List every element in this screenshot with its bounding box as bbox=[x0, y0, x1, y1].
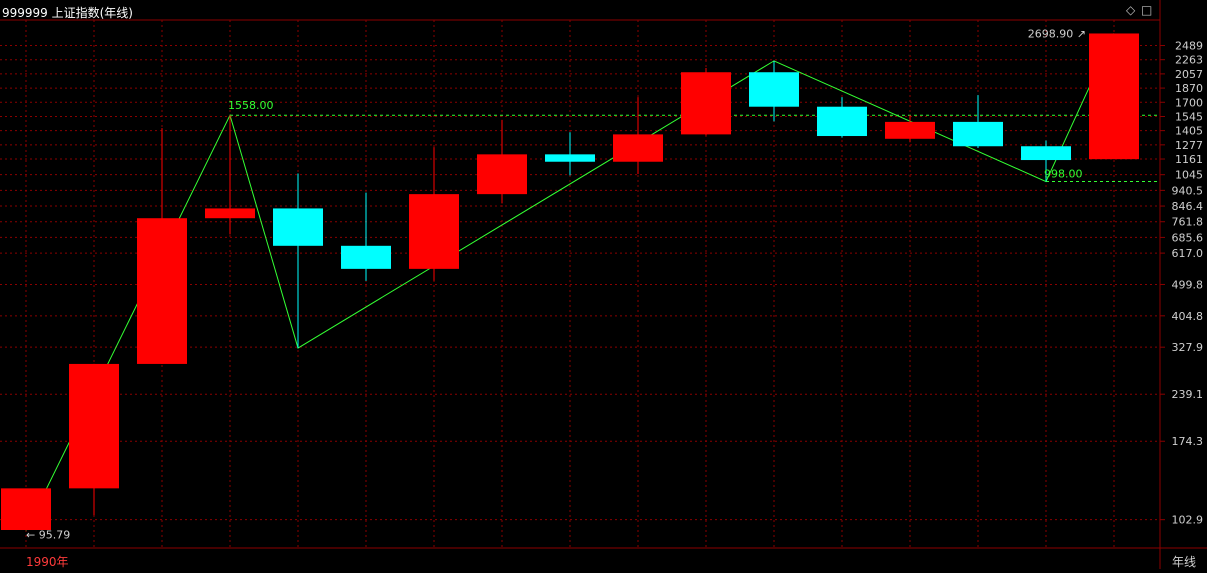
candle[interactable] bbox=[749, 60, 799, 122]
candle[interactable] bbox=[1, 488, 51, 530]
candle[interactable] bbox=[1089, 33, 1139, 160]
y-tick-label: 940.5 bbox=[1172, 184, 1204, 197]
candle-body bbox=[409, 194, 459, 269]
candle[interactable] bbox=[885, 115, 935, 143]
candle-body bbox=[1021, 146, 1071, 161]
candle-body bbox=[953, 121, 1003, 147]
candle[interactable] bbox=[817, 97, 867, 138]
y-tick-label: 102.9 bbox=[1172, 514, 1204, 527]
candle-body bbox=[477, 154, 527, 195]
candle-body bbox=[273, 208, 323, 246]
chart-title: 999999 上证指数(年线) bbox=[2, 6, 133, 20]
y-tick-label: 1277 bbox=[1175, 139, 1203, 152]
y-tick-label: 1045 bbox=[1175, 169, 1203, 182]
candle[interactable] bbox=[545, 132, 595, 176]
candle-body bbox=[817, 106, 867, 137]
candle-body bbox=[69, 363, 119, 489]
candle-body bbox=[137, 218, 187, 364]
y-tick-label: 499.8 bbox=[1172, 278, 1204, 291]
candle[interactable] bbox=[477, 119, 527, 204]
diamond-icon[interactable]: ◇ bbox=[1126, 3, 1136, 17]
candle-body bbox=[205, 208, 255, 219]
annotations: 2698.90 ↗ ← 95.79 1558.00 998.00 bbox=[26, 27, 1086, 541]
candle-body bbox=[749, 72, 799, 107]
y-tick-label: 1161 bbox=[1175, 153, 1203, 166]
candle-body bbox=[1, 488, 51, 530]
candle-body bbox=[613, 134, 663, 162]
y-tick-label: 327.9 bbox=[1172, 341, 1204, 354]
candle[interactable] bbox=[341, 192, 391, 281]
candle[interactable] bbox=[273, 173, 323, 349]
low-label: ← 95.79 bbox=[26, 528, 70, 541]
candle[interactable] bbox=[681, 68, 731, 136]
y-tick-label: 239.1 bbox=[1172, 388, 1204, 401]
y-tick-label: 1545 bbox=[1175, 110, 1203, 123]
restore-icon[interactable]: □ bbox=[1141, 3, 1153, 17]
candle-body bbox=[341, 245, 391, 269]
y-tick-label: 846.4 bbox=[1172, 200, 1204, 213]
candles[interactable] bbox=[1, 33, 1139, 530]
start-period-label: 1990年 bbox=[26, 555, 69, 569]
candle-body bbox=[681, 72, 731, 135]
period-type-label[interactable]: 年线 bbox=[1172, 555, 1197, 569]
y-tick-label: 174.3 bbox=[1172, 435, 1204, 448]
high-label: 2698.90 ↗ bbox=[1028, 27, 1086, 40]
candle-body bbox=[885, 121, 935, 139]
zigzag-peak-label: 1558.00 bbox=[228, 99, 274, 112]
candle[interactable] bbox=[137, 128, 187, 364]
y-tick-label: 1870 bbox=[1175, 82, 1203, 95]
y-tick-label: 404.8 bbox=[1172, 310, 1204, 323]
candle[interactable] bbox=[409, 147, 459, 281]
candle-body bbox=[1089, 33, 1139, 160]
y-tick-label: 761.8 bbox=[1172, 216, 1204, 229]
y-tick-label: 2263 bbox=[1175, 54, 1203, 67]
candle-body bbox=[545, 154, 595, 162]
y-tick-label: 685.6 bbox=[1172, 231, 1204, 244]
y-tick-label: 1405 bbox=[1175, 125, 1203, 138]
candle[interactable] bbox=[205, 115, 255, 235]
y-tick-label: 617.0 bbox=[1172, 247, 1204, 260]
candle[interactable] bbox=[613, 97, 663, 174]
zigzag-low-label: 998.00 bbox=[1044, 168, 1083, 181]
y-tick-label: 2057 bbox=[1175, 68, 1203, 81]
y-tick-label: 2489 bbox=[1175, 40, 1203, 53]
y-tick-label: 1700 bbox=[1175, 96, 1203, 109]
candle[interactable] bbox=[69, 363, 119, 516]
candle[interactable] bbox=[953, 95, 1003, 149]
candle[interactable] bbox=[1021, 140, 1071, 182]
